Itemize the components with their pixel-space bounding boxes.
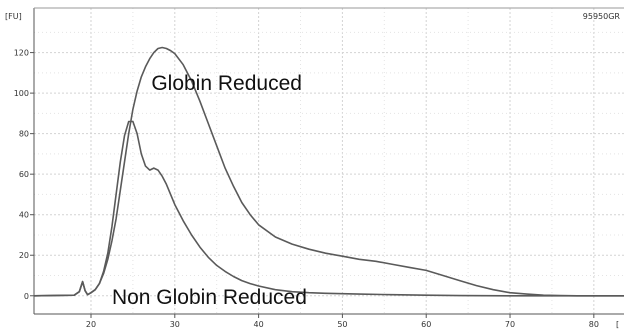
x-tick-label: 70	[505, 320, 515, 329]
tick-layer: 20 30 40 50 60 70 80 0 20 40 60 80 100 120	[14, 49, 599, 329]
axis-layer	[33, 7, 624, 315]
y-tick-label: 0	[24, 292, 29, 301]
grid-layer	[34, 8, 624, 314]
x-unit-label: [	[616, 320, 619, 329]
x-tick-label: 50	[337, 320, 347, 329]
x-tick-label: 60	[421, 320, 431, 329]
y-tick-label: 120	[14, 49, 29, 58]
y-tick-label: 40	[19, 211, 29, 220]
x-tick-label: 80	[589, 320, 599, 329]
x-tick-label: 20	[86, 320, 96, 329]
sample-id-label: 95950GR	[583, 12, 621, 21]
y-tick-label: 20	[19, 251, 29, 260]
series-layer	[33, 46, 624, 297]
series-line-non-globin-reduced	[33, 120, 624, 297]
annotation-non-globin-reduced: Non Globin Reduced	[112, 286, 307, 309]
y-tick-label: 100	[14, 89, 29, 98]
y-tick-label: 60	[19, 170, 29, 179]
x-tick-label: 30	[170, 320, 180, 329]
y-unit-label: [FU]	[5, 12, 22, 21]
x-tick-label: 40	[254, 320, 264, 329]
y-tick-label: 80	[19, 130, 29, 139]
series-line-globin-reduced	[33, 46, 624, 297]
annotation-globin-reduced: Globin Reduced	[151, 72, 302, 95]
annotation-layer: Globin Reduced Non Globin Reduced	[112, 72, 307, 309]
